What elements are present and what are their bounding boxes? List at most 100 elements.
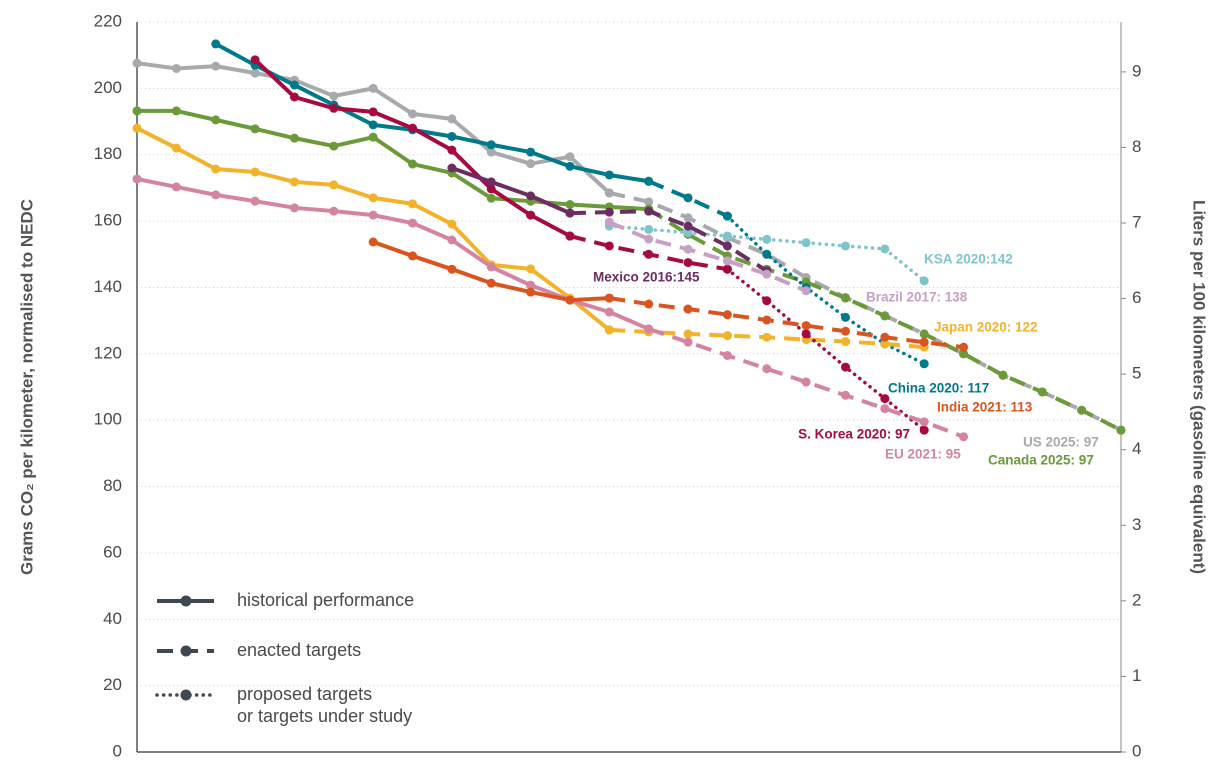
data-point xyxy=(919,425,929,435)
data-point xyxy=(919,417,929,427)
data-point xyxy=(604,241,614,251)
series-label: US 2025: 97 xyxy=(1023,435,1099,450)
data-point xyxy=(132,58,142,68)
data-point xyxy=(840,312,850,322)
legend-dot xyxy=(180,595,192,607)
data-point xyxy=(604,188,614,198)
data-point xyxy=(329,180,339,190)
data-point xyxy=(880,311,890,321)
y-tick-label: 200 xyxy=(94,78,122,97)
data-point xyxy=(762,249,772,259)
legend-label: proposed targets xyxy=(237,684,372,704)
series-label: KSA 2020:142 xyxy=(924,252,1013,267)
data-point xyxy=(329,91,339,101)
data-point xyxy=(801,286,811,296)
data-point xyxy=(486,177,496,187)
data-point xyxy=(565,231,575,241)
y2-tick-label: 2 xyxy=(1132,590,1141,609)
y-tick-label: 160 xyxy=(94,211,122,230)
data-point xyxy=(211,164,221,174)
data-point xyxy=(840,326,850,336)
data-point xyxy=(486,147,496,157)
data-point xyxy=(880,332,890,342)
series-line xyxy=(725,214,926,366)
data-point xyxy=(919,329,929,339)
data-point xyxy=(329,141,339,151)
data-point xyxy=(604,293,614,303)
data-point xyxy=(565,295,575,305)
y-tick-label: 60 xyxy=(103,542,122,561)
data-point xyxy=(132,174,142,184)
data-point xyxy=(565,152,575,162)
data-point xyxy=(171,143,181,153)
data-point xyxy=(998,370,1008,380)
data-point xyxy=(644,176,654,186)
series-label: Mexico 2016:145 xyxy=(593,270,700,285)
data-point xyxy=(644,324,654,334)
y-tick-label: 140 xyxy=(94,277,122,296)
data-point xyxy=(722,350,732,360)
data-point xyxy=(919,337,929,347)
data-point xyxy=(801,238,811,248)
data-point xyxy=(801,321,811,331)
data-point xyxy=(565,161,575,171)
y2-tick-label: 6 xyxy=(1132,288,1141,307)
data-point xyxy=(486,193,496,203)
series-label: EU 2021: 95 xyxy=(885,447,961,462)
data-point xyxy=(526,287,536,297)
data-point xyxy=(526,264,536,274)
data-point xyxy=(447,163,457,173)
data-point xyxy=(880,339,890,349)
data-point xyxy=(250,124,260,134)
data-point xyxy=(722,331,732,341)
y-tick-label: 220 xyxy=(94,11,122,30)
series-line xyxy=(725,267,926,432)
data-point xyxy=(447,235,457,245)
series-label: China 2020: 117 xyxy=(888,381,989,396)
series-line xyxy=(137,108,649,212)
data-point xyxy=(762,332,772,342)
y2-tick-label: 3 xyxy=(1132,515,1141,534)
data-point xyxy=(368,193,378,203)
legend-label: historical performance xyxy=(237,590,414,610)
data-point xyxy=(1077,405,1087,415)
data-point xyxy=(486,184,496,194)
series-label: Japan 2020: 122 xyxy=(934,320,1038,335)
data-point xyxy=(840,390,850,400)
data-point xyxy=(526,191,536,201)
data-point xyxy=(604,307,614,317)
series-line xyxy=(569,209,768,273)
data-point xyxy=(644,206,654,216)
data-point xyxy=(683,329,693,339)
y2-axis-title: Liters per 100 kilometers (gasoline equi… xyxy=(1190,200,1209,574)
legend-label: enacted targets xyxy=(237,640,361,660)
series-line xyxy=(451,166,571,215)
data-point xyxy=(762,269,772,279)
data-point xyxy=(368,83,378,93)
data-point xyxy=(644,234,654,244)
data-point xyxy=(604,217,614,227)
data-point xyxy=(722,211,732,221)
data-point xyxy=(526,147,536,157)
data-point xyxy=(211,115,221,125)
y2-tick-label: 0 xyxy=(1132,741,1141,760)
data-point xyxy=(289,80,299,90)
y2-tick-label: 4 xyxy=(1132,439,1141,458)
data-point xyxy=(762,234,772,244)
data-point xyxy=(722,264,732,274)
data-point xyxy=(289,177,299,187)
y2-tick-label: 8 xyxy=(1132,137,1141,156)
data-point xyxy=(486,278,496,288)
data-point xyxy=(801,377,811,387)
data-point xyxy=(329,206,339,216)
data-point xyxy=(683,304,693,314)
data-point xyxy=(1037,387,1047,397)
data-point xyxy=(644,249,654,259)
data-point xyxy=(683,213,693,223)
data-point xyxy=(644,224,654,234)
data-point xyxy=(959,432,969,442)
data-point xyxy=(408,123,418,133)
data-point xyxy=(250,167,260,177)
series-line xyxy=(609,296,964,350)
